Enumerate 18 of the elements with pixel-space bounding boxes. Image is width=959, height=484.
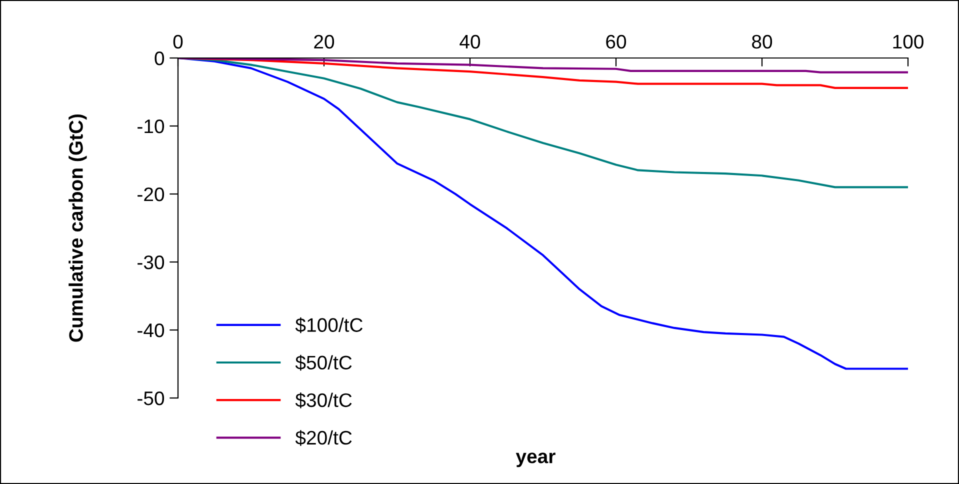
x-tick-label: 20 bbox=[314, 34, 334, 49]
legend-label: $50/tC bbox=[295, 354, 352, 371]
legend-label: $20/tC bbox=[295, 430, 352, 446]
y-tick-label: 0 bbox=[154, 51, 164, 66]
legend-label: $100/tC bbox=[295, 317, 363, 334]
y-axis-title: Cumulative carbon (GtC) bbox=[68, 114, 87, 342]
y-tick-label: -10 bbox=[138, 119, 164, 134]
x-tick-label: 100 bbox=[893, 34, 924, 49]
x-tick-label: 0 bbox=[173, 34, 183, 49]
legend-label: $30/tC bbox=[295, 392, 352, 408]
y-tick-label: -30 bbox=[138, 255, 164, 270]
x-tick-label: 80 bbox=[752, 34, 772, 49]
y-tick-label: -50 bbox=[138, 391, 164, 406]
y-tick-label: -20 bbox=[138, 187, 164, 202]
y-tick-label: -40 bbox=[138, 323, 164, 338]
x-tick-label: 40 bbox=[460, 34, 480, 49]
x-tick-label: 60 bbox=[606, 34, 626, 49]
x-axis-title: year bbox=[516, 452, 556, 468]
